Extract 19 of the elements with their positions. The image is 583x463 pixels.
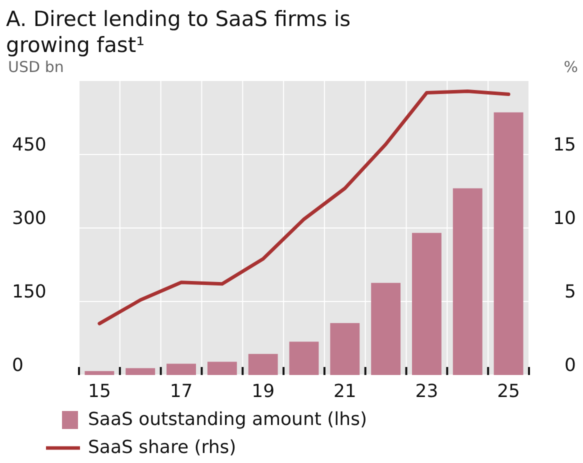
x-tick-label: 19 bbox=[252, 381, 275, 402]
y2-axis-title: % bbox=[564, 58, 578, 76]
legend-label: SaaS share (rhs) bbox=[88, 436, 236, 458]
y2-tick-label: 0 bbox=[564, 354, 576, 376]
x-tick-label: 23 bbox=[415, 381, 438, 402]
x-tick-label: 15 bbox=[88, 381, 111, 402]
y-tick-label: 0 bbox=[12, 354, 24, 376]
y2-tick-label: 5 bbox=[564, 281, 576, 302]
legend-label: SaaS outstanding amount (lhs) bbox=[88, 408, 367, 430]
y2-tick-label: 10 bbox=[553, 208, 576, 229]
x-tick-label: 21 bbox=[333, 381, 356, 402]
y-tick-label: 300 bbox=[12, 208, 46, 229]
y-tick-label: 150 bbox=[12, 281, 46, 302]
x-tick-label: 25 bbox=[497, 381, 520, 402]
x-tick-label: 17 bbox=[170, 381, 193, 402]
chart-title: A. Direct lending to SaaS firms is growing fast¹ bbox=[6, 7, 351, 57]
y-tick-label: 450 bbox=[12, 134, 46, 156]
y2-tick-label: 15 bbox=[553, 134, 576, 156]
y-axis-title: USD bn bbox=[8, 58, 64, 76]
